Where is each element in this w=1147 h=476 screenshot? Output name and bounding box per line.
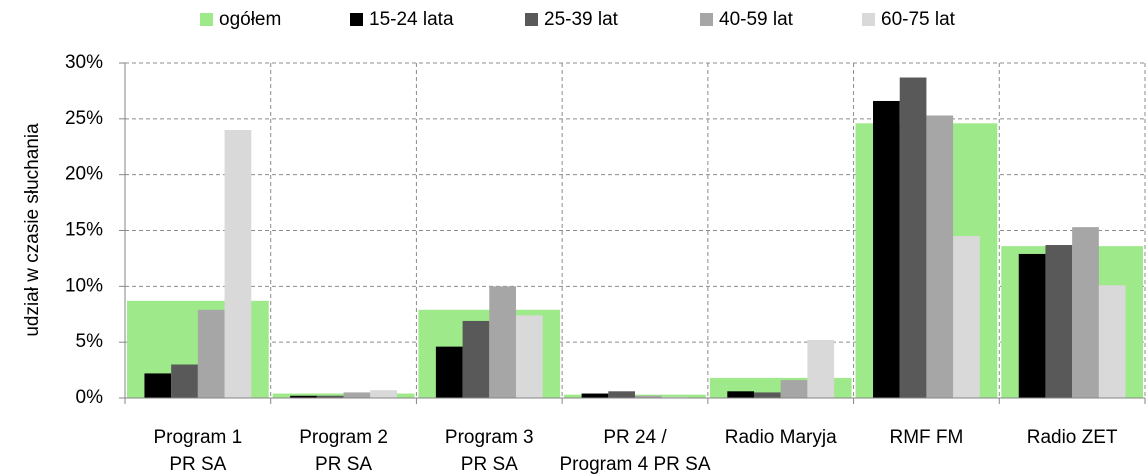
bar xyxy=(290,395,317,398)
legend-swatch xyxy=(350,13,363,26)
x-tick-label: RMF FM xyxy=(889,427,964,448)
bar xyxy=(171,364,198,398)
y-tick-label: 10% xyxy=(65,275,103,296)
bar xyxy=(953,236,980,398)
bar xyxy=(1098,285,1126,398)
legend-swatch xyxy=(525,13,538,26)
y-tick-label: 20% xyxy=(65,164,103,185)
legend-swatch xyxy=(862,13,875,26)
bar xyxy=(1072,227,1099,398)
bar xyxy=(224,130,252,398)
y-axis-label: udział w czasie słuchania xyxy=(22,123,43,337)
bar xyxy=(489,286,516,398)
bar xyxy=(144,373,172,398)
bar xyxy=(661,396,689,398)
x-tick-label: Program 3 PR SA xyxy=(444,427,534,475)
y-tick-label: 30% xyxy=(65,52,103,73)
bar xyxy=(343,392,371,398)
bar xyxy=(899,77,927,399)
bar xyxy=(780,380,808,398)
bar xyxy=(1045,245,1073,398)
bar xyxy=(462,320,490,398)
legend-label: 15-24 lata xyxy=(369,9,454,30)
bar xyxy=(807,339,835,398)
x-tick-label: Radio Maryja xyxy=(724,427,837,448)
bar xyxy=(1018,253,1046,398)
x-tick-label: PR 24 / Program 4 PR SA xyxy=(559,427,711,475)
bar xyxy=(608,391,635,398)
y-tick-label: 5% xyxy=(76,331,104,352)
bar xyxy=(197,309,225,398)
bar xyxy=(635,395,662,398)
legend-label: ogółem xyxy=(219,9,281,30)
legend-label: 25-39 lat xyxy=(544,9,619,30)
x-tick-label: Program 1 PR SA xyxy=(153,427,243,475)
bar xyxy=(316,395,344,398)
y-tick-label: 0% xyxy=(76,387,104,408)
y-tick-label: 25% xyxy=(65,108,103,129)
bar xyxy=(754,392,781,398)
legend-label: 40-59 lat xyxy=(719,9,794,30)
legend-label: 60-75 lat xyxy=(881,9,956,30)
y-tick-label: 15% xyxy=(65,220,103,241)
bar xyxy=(581,393,609,398)
x-tick-label: Radio ZET xyxy=(1026,427,1118,448)
bar xyxy=(926,115,954,398)
bar xyxy=(370,390,397,398)
bar xyxy=(727,391,755,398)
x-tick-label: Program 2 PR SA xyxy=(299,427,388,475)
bar xyxy=(873,100,900,398)
legend-swatch xyxy=(700,13,713,26)
bar xyxy=(435,346,463,398)
legend-swatch xyxy=(200,13,213,26)
bar xyxy=(515,315,543,398)
